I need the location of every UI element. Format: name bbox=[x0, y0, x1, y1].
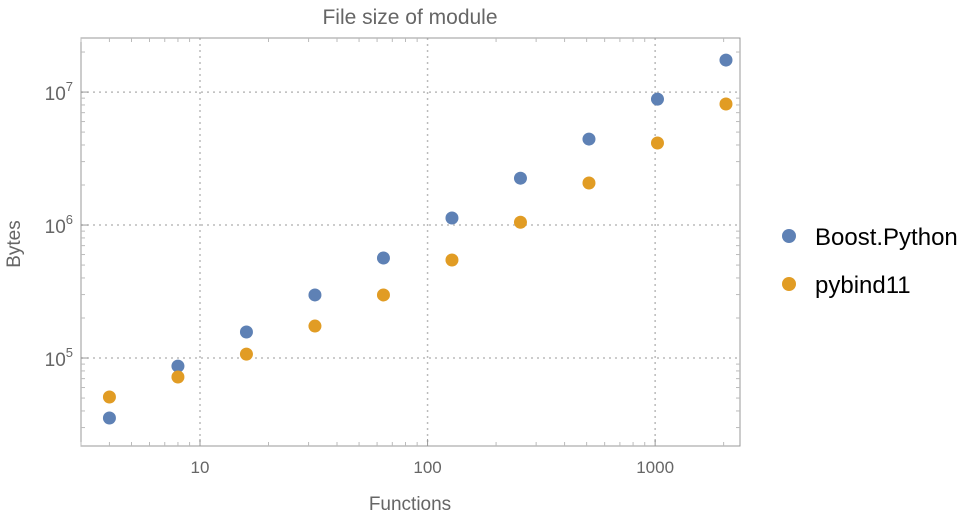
data-point-pybind11 bbox=[308, 319, 322, 333]
data-point-pybind11 bbox=[582, 176, 596, 190]
chart-title: File size of module bbox=[322, 6, 497, 29]
legend: Boost.Python pybind11 bbox=[782, 224, 958, 299]
x-tick-label: 10 bbox=[191, 458, 210, 477]
data-point-boost-python bbox=[239, 325, 253, 339]
data-point-boost-python bbox=[513, 171, 527, 185]
plot-frame bbox=[80, 37, 741, 447]
x-tick-label: 1000 bbox=[636, 458, 674, 477]
data-point-pybind11 bbox=[719, 97, 733, 111]
legend-label: Boost.Python bbox=[815, 224, 958, 251]
y-tick-label: 106 bbox=[45, 212, 73, 238]
data-point-boost-python bbox=[102, 411, 116, 425]
data-point-pybind11 bbox=[513, 215, 527, 229]
data-points bbox=[102, 53, 733, 425]
data-point-boost-python bbox=[171, 359, 185, 373]
axis-ticks: 10 100 1000 105 106 107 bbox=[45, 38, 740, 477]
legend-label: pybind11 bbox=[815, 272, 911, 299]
data-point-pybind11 bbox=[445, 253, 459, 267]
x-axis-label: Functions bbox=[369, 494, 451, 513]
data-point-boost-python bbox=[719, 53, 733, 67]
legend-marker bbox=[782, 277, 796, 291]
grid bbox=[81, 38, 740, 446]
data-point-pybind11 bbox=[650, 136, 664, 150]
data-point-pybind11 bbox=[171, 370, 185, 384]
data-point-boost-python bbox=[376, 251, 390, 265]
data-point-pybind11 bbox=[102, 390, 116, 404]
data-point-boost-python bbox=[445, 211, 459, 225]
data-point-boost-python bbox=[650, 92, 664, 106]
y-tick-label: 105 bbox=[45, 345, 73, 371]
x-tick-label: 100 bbox=[413, 458, 441, 477]
data-point-boost-python bbox=[582, 132, 596, 146]
data-point-pybind11 bbox=[239, 347, 253, 361]
data-point-pybind11 bbox=[376, 288, 390, 302]
y-tick-label: 107 bbox=[45, 79, 73, 105]
legend-marker bbox=[782, 229, 796, 243]
data-point-boost-python bbox=[308, 288, 322, 302]
y-axis-label: Bytes bbox=[4, 220, 25, 268]
